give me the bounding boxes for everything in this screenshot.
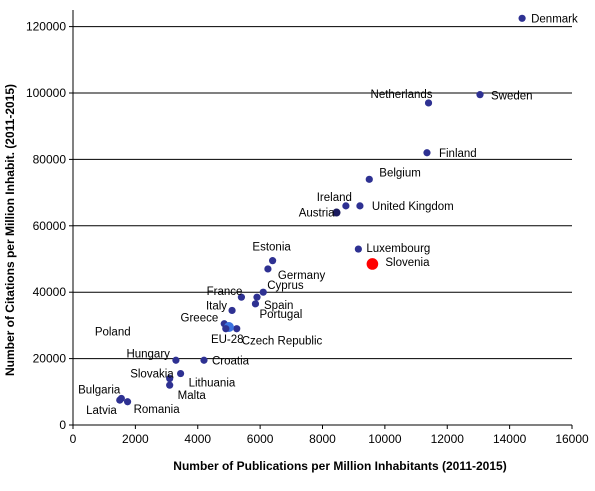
point-label-romania: Romania (134, 404, 181, 416)
gridlines (73, 26, 572, 360)
point-label-spain: Spain (264, 300, 293, 312)
data-labels: Denmark Sweden Netherlands Finland Belgium Ir… (78, 13, 578, 417)
point-label-greece: Greece (181, 313, 219, 325)
y-tick-label: 100000 (26, 86, 66, 100)
point-label-latvia: Latvia (86, 405, 117, 417)
point-label-belgium: Belgium (379, 167, 421, 179)
x-tick-label: 12000 (431, 432, 465, 446)
y-tick-label: 120000 (26, 20, 66, 34)
point-netherlands (424, 99, 433, 107)
x-tick-label: 0 (70, 432, 77, 446)
point-hungary (172, 356, 180, 364)
x-tick-label: 4000 (184, 432, 211, 446)
point-label-hungary: Hungary (126, 348, 170, 360)
point-label-united-kingdom: United Kingdom (372, 201, 454, 213)
point-label-denmark: Denmark (531, 13, 578, 25)
point-ireland (342, 202, 350, 210)
point-label-portugal: Portugal (259, 309, 302, 321)
point-label-ireland: Ireland (317, 192, 352, 204)
point-label-italy: Italy (206, 300, 227, 312)
y-tick-label: 40000 (33, 285, 67, 299)
point-france (237, 293, 246, 301)
point-slovakia (166, 374, 174, 383)
data-points (116, 14, 526, 406)
x-tick-label: 8000 (309, 432, 336, 446)
point-label-estonia: Estonia (252, 242, 291, 254)
x-tick-label: 6000 (247, 432, 274, 446)
point-label-germany: Germany (278, 270, 326, 282)
point-label-croatia: Croatia (212, 355, 250, 367)
point-austria (332, 208, 341, 217)
point-label-cyprus: Cyprus (267, 280, 304, 292)
point-label-france: France (207, 286, 243, 298)
x-tick-label: 16000 (555, 432, 589, 446)
point-slovenia (366, 258, 379, 270)
point-romania (123, 398, 132, 406)
point-estonia (269, 257, 277, 265)
point-label-luxembourg: Luxembourg (366, 243, 430, 255)
point-lithuania (176, 369, 185, 378)
point-luxembourg (354, 245, 362, 253)
point-poland (222, 325, 230, 333)
point-sweden (476, 91, 484, 99)
x-tick-label: 14000 (493, 432, 527, 446)
y-tick-label: 60000 (33, 219, 67, 233)
point-germany (264, 265, 272, 273)
point-label-malta: Malta (178, 390, 207, 402)
point-czech-republic (233, 325, 241, 333)
point-label-bulgaria: Bulgaria (78, 384, 121, 396)
x-tick-label: 10000 (368, 432, 402, 446)
y-tick-label: 80000 (33, 152, 67, 166)
point-belgium (365, 175, 373, 183)
point-malta (166, 381, 174, 389)
y-tick-label: 20000 (33, 352, 67, 366)
point-cyprus (259, 288, 267, 296)
point-label-eu-28: EU-28 (211, 334, 244, 346)
point-label-slovenia: Slovenia (385, 257, 430, 269)
point-united-kingdom (356, 202, 364, 210)
point-label-lithuania: Lithuania (189, 378, 236, 390)
point-label-sweden: Sweden (491, 91, 533, 103)
x-axis-title: Number of Publications per Million Inhab… (173, 459, 506, 473)
point-label-czech-republic: Czech Republic (242, 336, 323, 348)
point-portugal (251, 300, 260, 308)
point-croatia (200, 356, 208, 364)
y-axis-ticks: 0 20000 40000 60000 80000 100000 120000 (26, 20, 73, 432)
point-finland (423, 149, 431, 157)
point-latvia (116, 396, 124, 404)
point-label-finland: Finland (439, 148, 477, 160)
y-tick-label: 0 (59, 418, 66, 432)
y-axis-title: Number of Citations per Million Inhabit.… (3, 84, 17, 376)
point-label-austria: Austria (299, 208, 335, 220)
point-italy (228, 306, 236, 315)
x-tick-label: 2000 (122, 432, 149, 446)
point-spain (253, 293, 261, 301)
point-label-netherlands: Netherlands (371, 89, 433, 101)
point-label-poland: Poland (95, 327, 131, 339)
x-axis-ticks: 0 2000 4000 6000 8000 10000 12000 14000 16000 (70, 425, 589, 446)
point-denmark (518, 14, 526, 22)
point-label-slovakia: Slovakia (130, 369, 174, 381)
